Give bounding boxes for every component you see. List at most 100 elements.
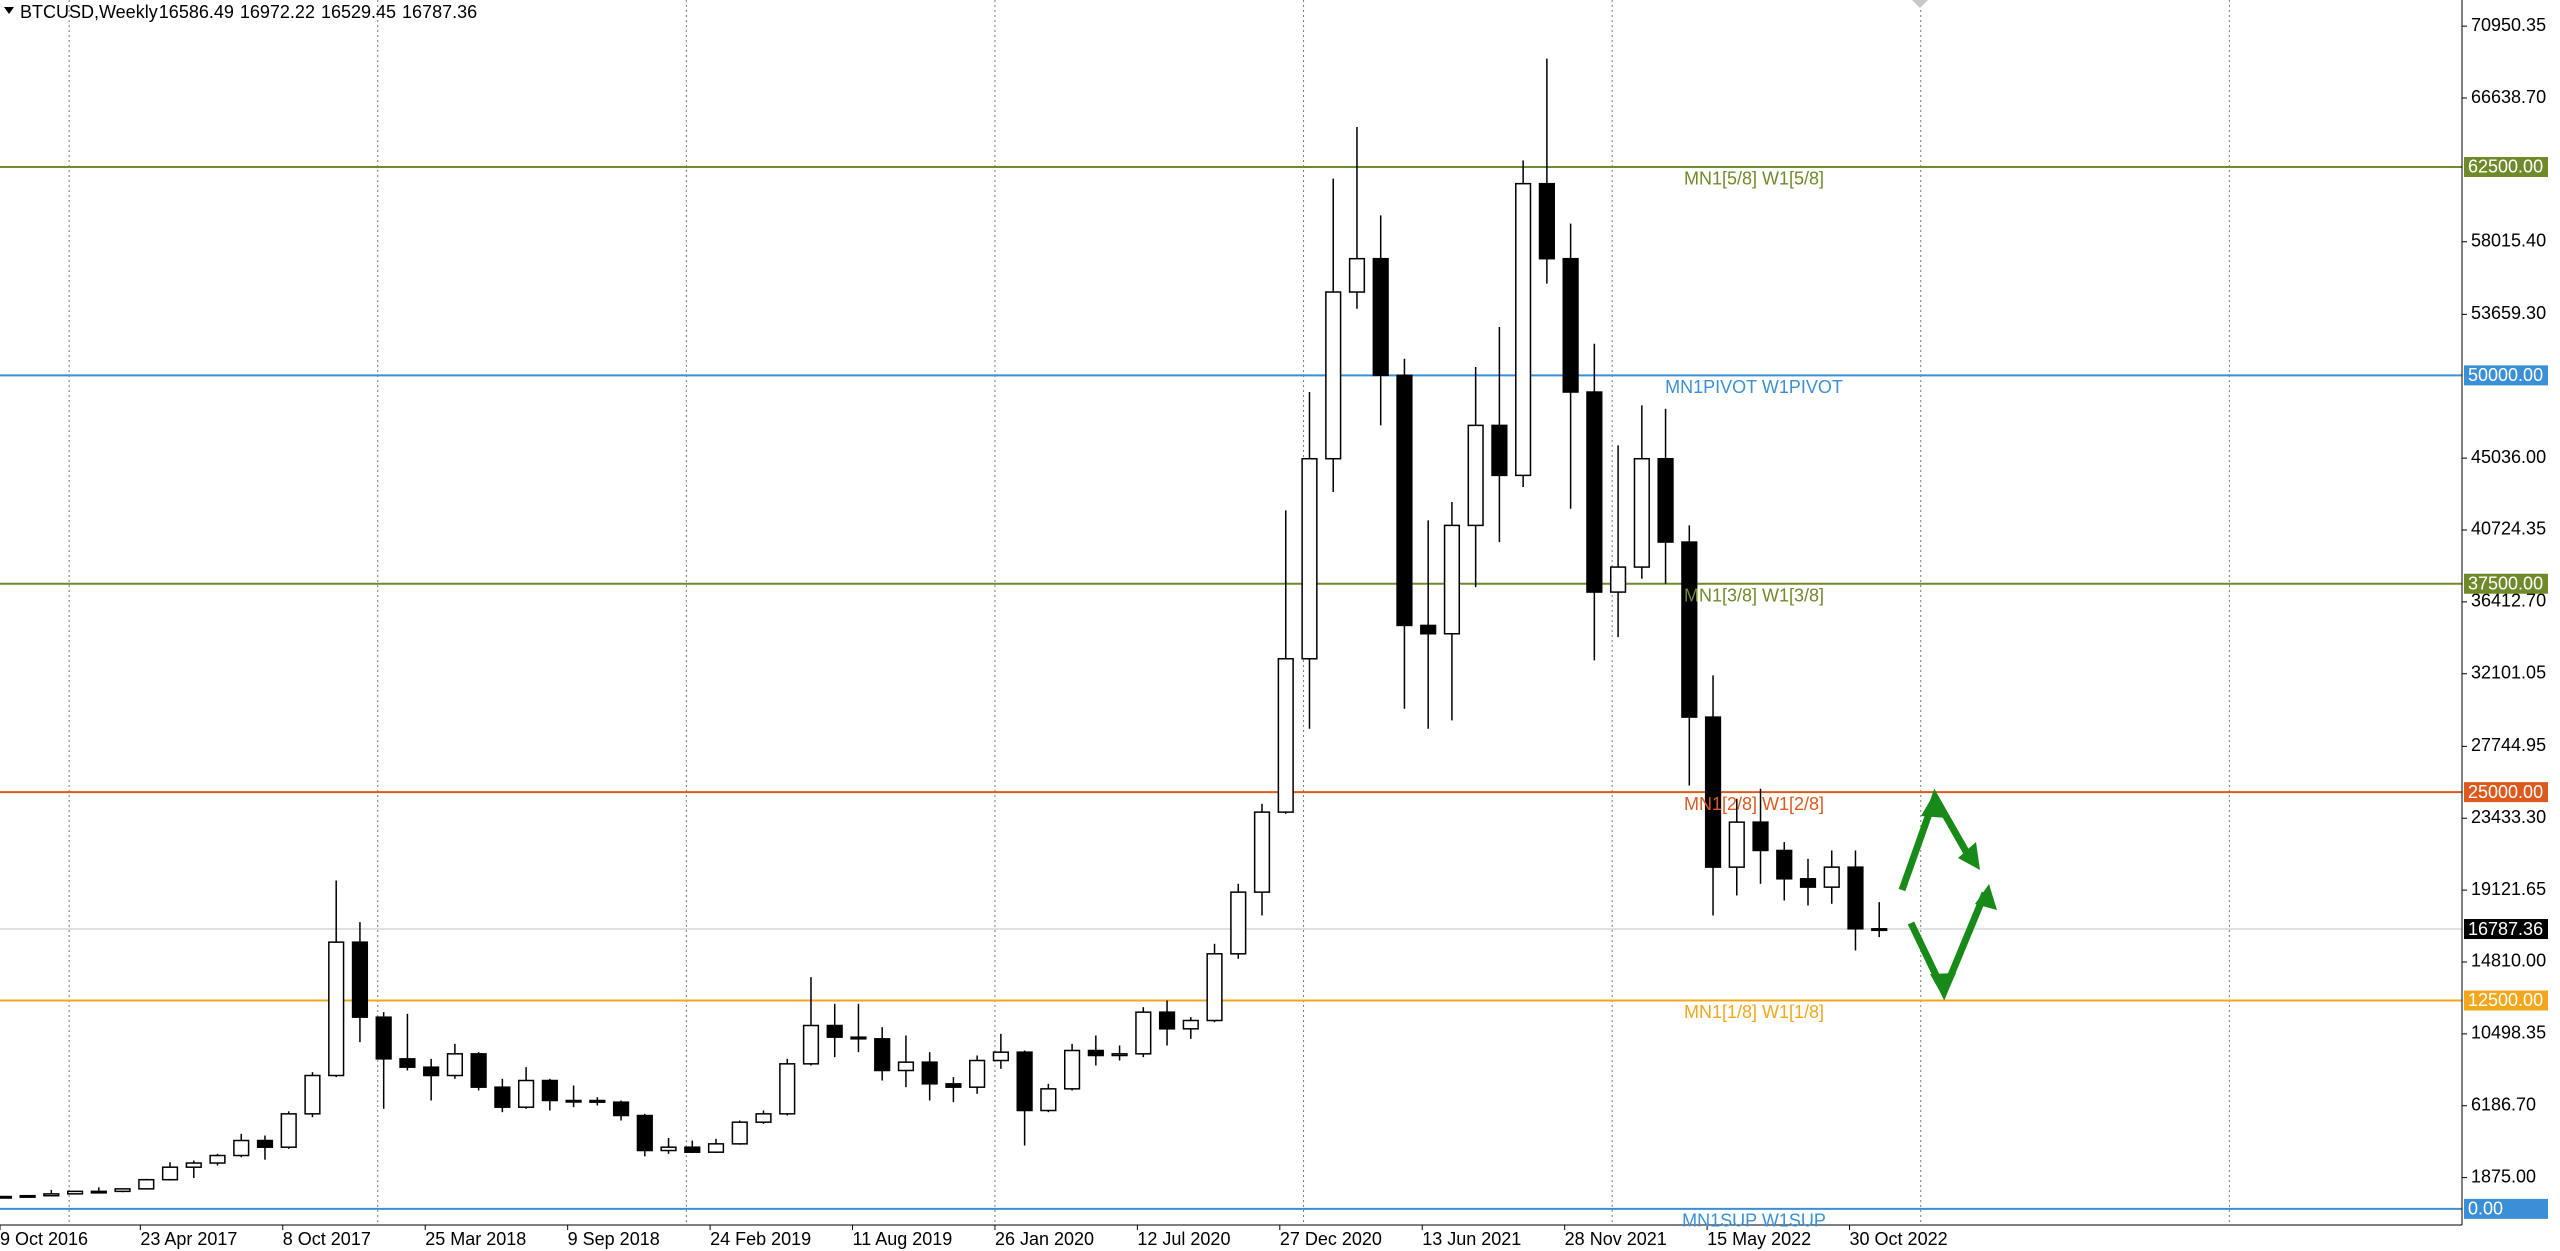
level-name: MN1[5/8] W1[5/8] (1684, 169, 1824, 189)
x-tick-label: 12 Jul 2020 (1137, 1229, 1230, 1249)
candle-body-down (826, 1024, 843, 1038)
x-tick-label: 8 Oct 2017 (283, 1229, 371, 1249)
forecast-arrows (1898, 788, 1997, 1001)
y-tick-label: 40724.35 (2471, 519, 2546, 539)
candle-body-down (1681, 541, 1698, 718)
candle-body-up (731, 1121, 748, 1145)
level-price-label: 0.00 (2468, 1199, 2503, 1219)
x-tick-label: 15 May 2022 (1707, 1229, 1811, 1249)
arrow-head (1921, 792, 1947, 818)
x-tick-label: 11 Aug 2019 (853, 1229, 953, 1249)
candle-body-down (1372, 257, 1389, 377)
candle-body-up (802, 1024, 820, 1065)
x-tick-label: 26 Jan 2020 (995, 1229, 1094, 1249)
level-price-tag (2464, 573, 2548, 594)
y-tick-label: 6186.70 (2471, 1094, 2536, 1114)
candle-body-up (1111, 1053, 1128, 1057)
candle-body-down (612, 1101, 630, 1117)
candle-body-up (779, 1063, 796, 1115)
candle-body-up (304, 1074, 321, 1115)
candle-body-up (1609, 566, 1627, 593)
x-tick-label: 9 Sep 2018 (568, 1229, 660, 1249)
header-ohlc-value: 16972.22 (240, 2, 315, 22)
candle-body-down (1586, 391, 1603, 593)
header-ohlc-value: 16586.49 (159, 2, 234, 22)
candle-body-down (1420, 624, 1437, 635)
x-tick-label: 9 Oct 2016 (0, 1229, 88, 1249)
candle-body-down (1538, 182, 1555, 260)
candles-layer (0, 58, 1888, 1199)
candle-body-up (0, 1195, 12, 1199)
header-ohlc-value: 16529.45 (321, 2, 396, 22)
level-name: MN1[2/8] W1[2/8] (1684, 794, 1824, 814)
shift-marker (1912, 0, 1928, 8)
candle-body-up (707, 1143, 725, 1153)
candle-body-up (1443, 524, 1461, 635)
candle-body-down (1087, 1049, 1104, 1057)
candle-body-up (43, 1193, 60, 1197)
candle-body-up (1348, 257, 1366, 293)
level-price-tag (2464, 990, 2548, 1011)
candle-body-down (351, 941, 369, 1018)
candle-body-up (897, 1061, 915, 1072)
level-price-tag (2464, 782, 2548, 803)
candle-body-up (1206, 953, 1223, 1022)
candle-body-up (1277, 658, 1294, 813)
candle-body-down (256, 1139, 274, 1148)
candle-body-up (1135, 1011, 1152, 1055)
level-price-label: 25000.00 (2468, 782, 2543, 802)
level-price-tag (2464, 1198, 2548, 1219)
candle-body-down (1776, 849, 1793, 880)
y-tick-label: 32101.05 (2471, 662, 2546, 682)
last-price-tag (2464, 919, 2548, 940)
x-tick-label: 28 Nov 2021 (1565, 1229, 1667, 1249)
candle-body-up (1182, 1019, 1199, 1030)
candle-body-up (1063, 1049, 1081, 1090)
candle-body-down (470, 1053, 487, 1088)
candle-body-up (1325, 291, 1342, 460)
last-price-label: 16787.36 (2468, 919, 2543, 939)
candle-body-up (969, 1059, 986, 1088)
candle-body-up (1253, 811, 1271, 893)
labels-layer: 70950.35 66638.70 58015.40 53659.30 45036.00… (0, 15, 2548, 1249)
candle-body-down (684, 1146, 701, 1153)
candle-body-up (209, 1154, 226, 1164)
candle-body-down (1491, 424, 1508, 477)
y-tick-label: 27744.95 (2471, 735, 2546, 755)
candle-body-up (280, 1113, 297, 1148)
arrow-head (1975, 884, 1997, 910)
y-tick-label: 58015.40 (2471, 231, 2546, 251)
candle-body-up (1467, 424, 1484, 527)
candle-body-up (1823, 866, 1840, 888)
level-price-tag (2464, 156, 2548, 177)
candle-body-up (1230, 891, 1247, 955)
arrow-head (1958, 842, 1980, 870)
candle-body-down (494, 1086, 511, 1108)
candle-body-down (399, 1058, 416, 1068)
level-price-label: 12500.00 (2468, 990, 2543, 1010)
candle-body-up (992, 1051, 1009, 1062)
y-tick-label: 36412.70 (2471, 591, 2546, 611)
level-price-label: 62500.00 (2468, 157, 2543, 177)
candle-body-down (874, 1038, 891, 1072)
candle-body-down (1752, 821, 1769, 852)
x-tick-label: 27 Dec 2020 (1280, 1229, 1382, 1249)
x-tick-label: 25 Mar 2018 (425, 1229, 526, 1249)
level-name: MN1[3/8] W1[3/8] (1684, 585, 1824, 605)
candle-body-down (945, 1083, 962, 1088)
candle-body-down (1871, 928, 1888, 932)
candle-body-down (1396, 374, 1413, 627)
candle-body-up (1515, 182, 1532, 477)
candle-body-up (1633, 457, 1650, 568)
candle-body-down (1847, 866, 1864, 930)
level-name: MN1PIVOT W1PIVOT (1665, 377, 1843, 397)
candle-body-down (1158, 1011, 1176, 1030)
y-tick-label: 23433.30 (2471, 807, 2546, 827)
y-tick-label: 19121.65 (2471, 879, 2546, 899)
candle-body-up (114, 1188, 131, 1193)
y-tick-label: 70950.35 (2471, 15, 2546, 35)
candle-body-up (1301, 457, 1318, 660)
y-tick-label: 10498.35 (2471, 1023, 2546, 1043)
